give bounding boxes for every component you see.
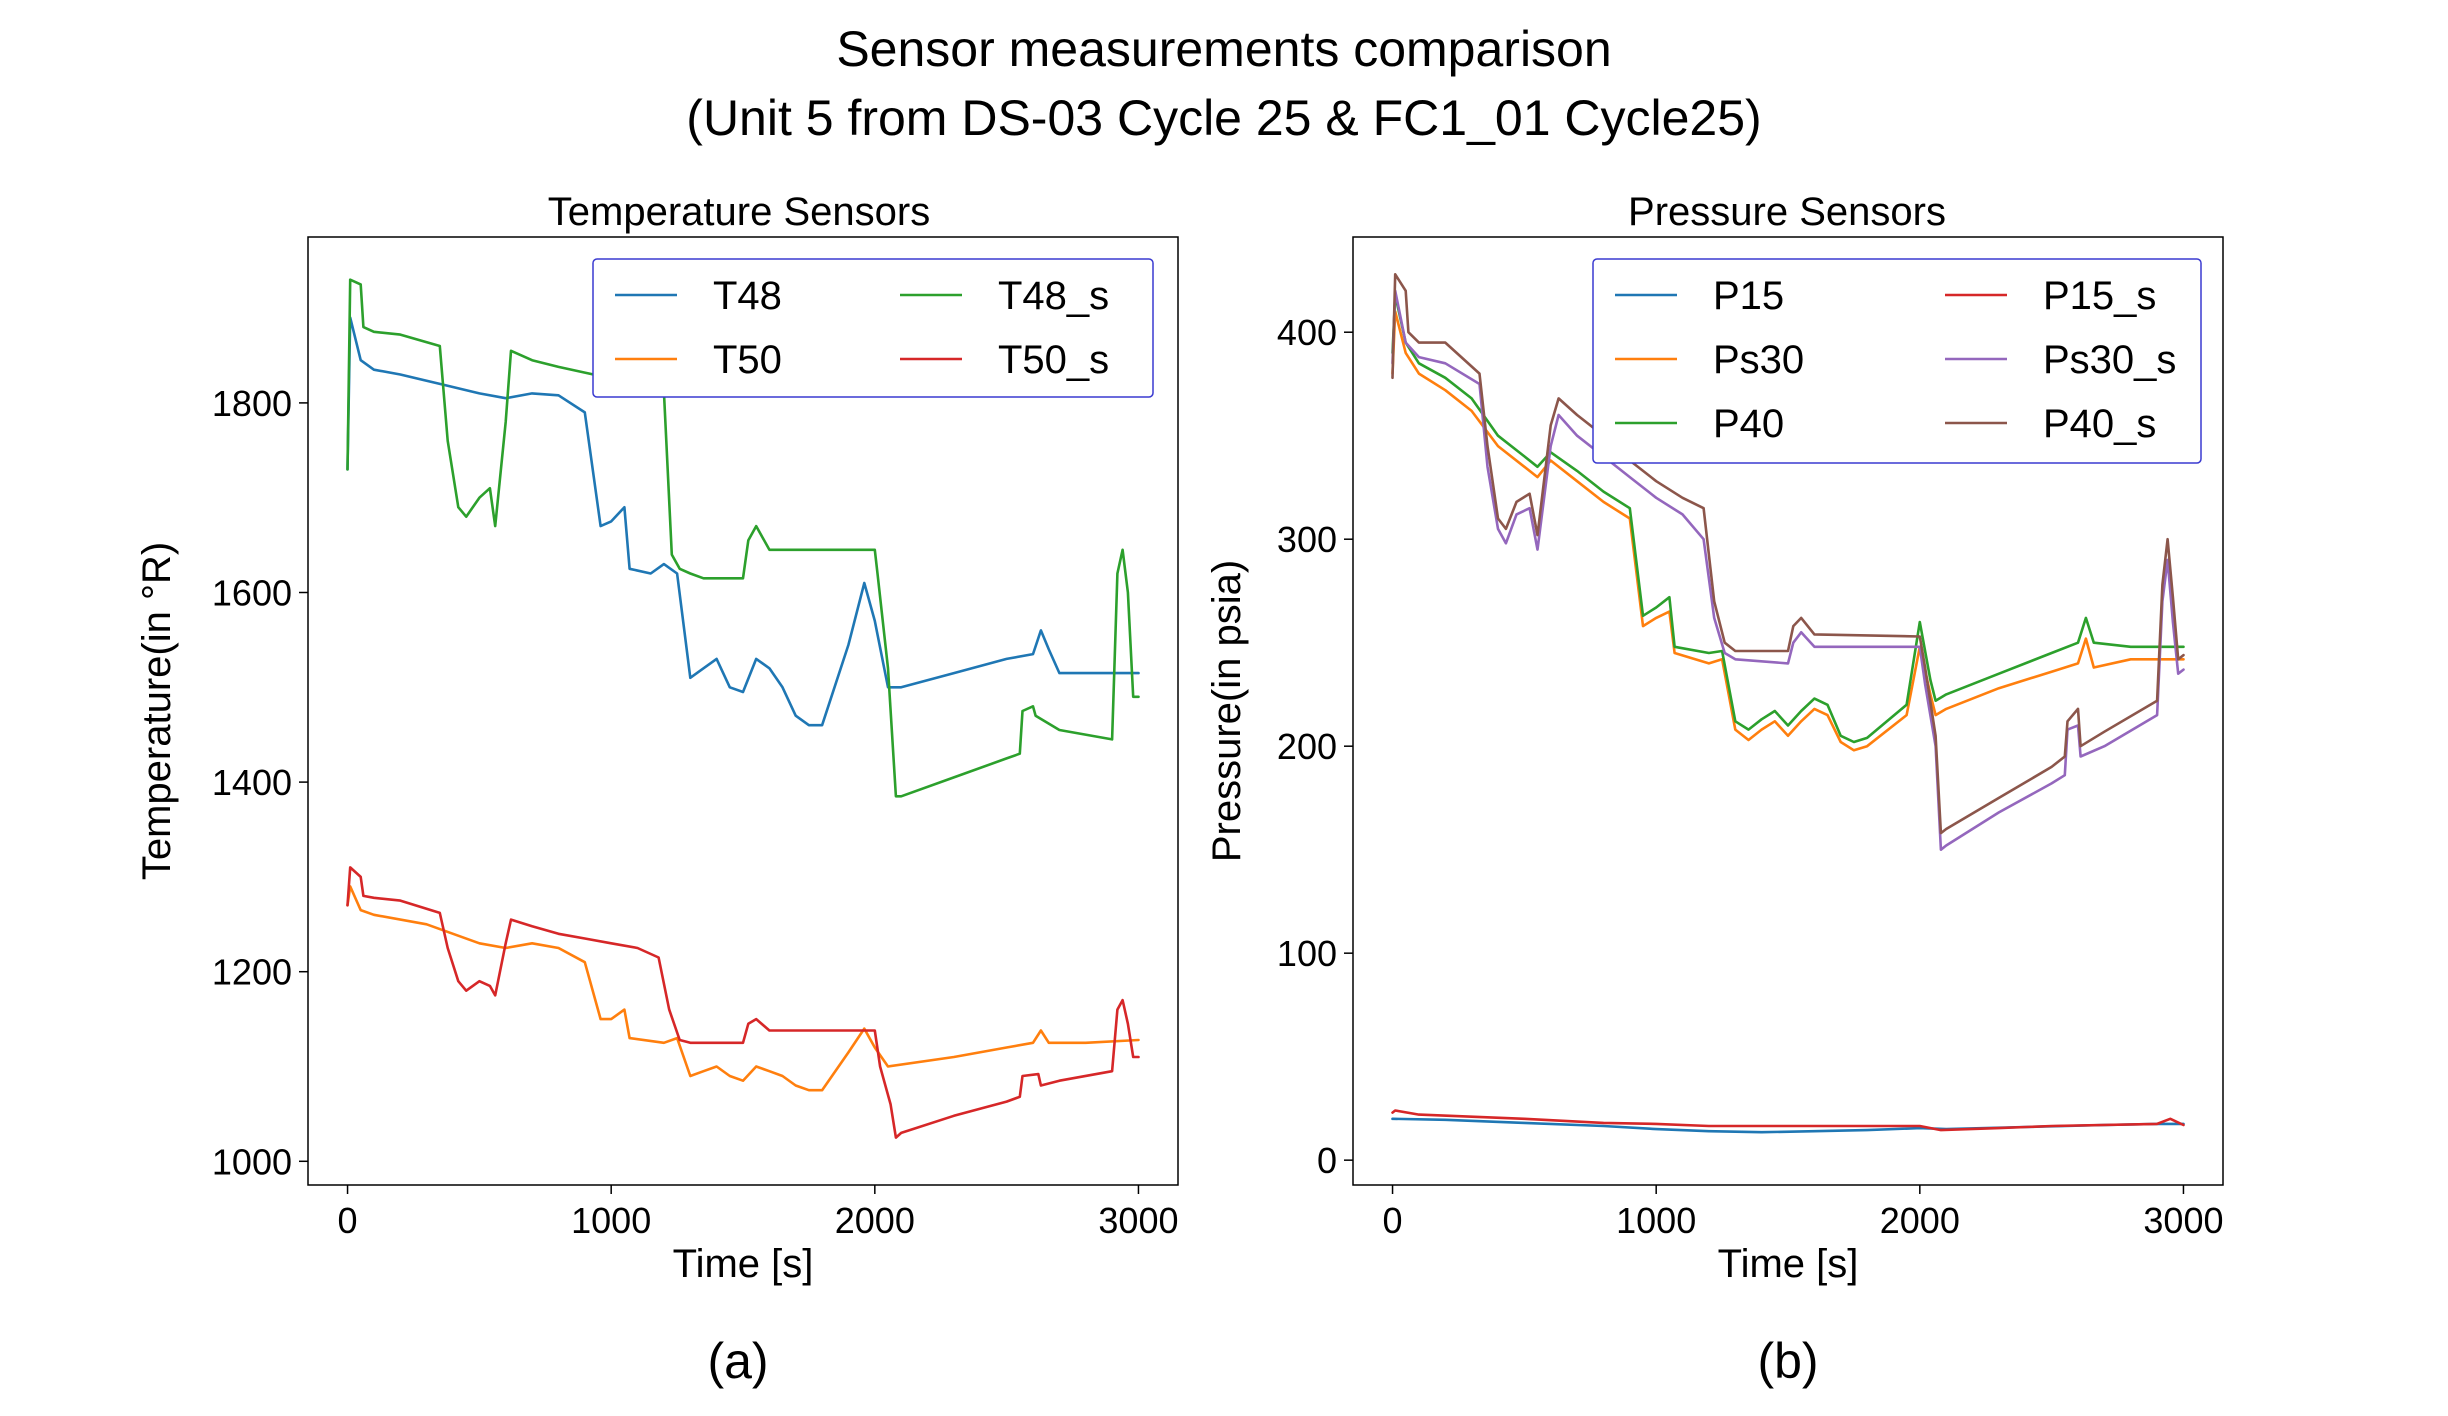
pressure-x-tick-label: 1000: [1616, 1200, 1696, 1241]
temperature-legend: T48 T50 T48_s T50_s: [592, 258, 1154, 398]
temperature-legend-box: [592, 258, 1154, 398]
pressure-y-tick-label: 300: [1277, 519, 1337, 560]
pressure-chart-title: Pressure Sensors: [1628, 190, 1946, 234]
temperature-chart-title: Temperature Sensors: [548, 190, 930, 234]
temperature-series-t50-line: [346, 885, 1140, 1092]
pressure-legend-label-p40: P40: [1713, 402, 1784, 446]
pressure-legend: P15 Ps30 P40 P15_s Ps30_s P40_s: [1592, 258, 2202, 464]
temperature-plot-frame: [307, 236, 1179, 1186]
temperature-chart: Temperature Sensors 0 1000 2000 3000 1000 120…: [135, 190, 1179, 1286]
temperature-legend-label-t48-s: T48_s: [998, 274, 1109, 318]
temperature-x-tick-label: 3000: [1098, 1200, 1178, 1241]
temperature-legend-label-t48: T48: [713, 274, 782, 318]
pressure-y-tick-label: 100: [1277, 933, 1337, 974]
pressure-legend-box: [1592, 258, 2202, 464]
temperature-legend-label-t50: T50: [713, 338, 782, 382]
temperature-y-tick-label: 1000: [212, 1141, 292, 1182]
pressure-plot-frame: [1352, 236, 2224, 1186]
suptitle-line2: (Unit 5 from DS-03 Cycle 25 & FC1_01 Cyc…: [686, 90, 1761, 146]
pressure-x-tick-label: 2000: [1880, 1200, 1960, 1241]
pressure-series-p40-line: [1391, 293, 2185, 744]
pressure-legend-label-p15-s: P15_s: [2043, 274, 2156, 318]
pressure-series-p15-s-line: [1391, 1109, 2185, 1132]
pressure-y-axis-label: Pressure(in psia): [1205, 560, 1249, 862]
subfigure-label-a: (a): [707, 1333, 768, 1389]
temperature-series-t48-line: [346, 316, 1140, 727]
suptitle-line1: Sensor measurements comparison: [836, 21, 1611, 77]
temperature-series-t50-s-line: [346, 866, 1140, 1139]
temperature-x-tick-label: 1000: [571, 1200, 651, 1241]
pressure-legend-label-ps30-s: Ps30_s: [2043, 338, 2176, 382]
temperature-x-tick-label: 0: [338, 1200, 358, 1241]
pressure-y-tick-label: 400: [1277, 312, 1337, 353]
pressure-legend-label-p15: P15: [1713, 274, 1784, 318]
temperature-y-tick-label: 1800: [212, 383, 292, 424]
pressure-series-p40-s-line: [1391, 273, 2185, 835]
pressure-x-tick-label: 0: [1383, 1200, 1403, 1241]
temperature-x-axis-label: Time [s]: [673, 1242, 814, 1286]
pressure-chart: Pressure Sensors 0 1000 2000 3000 0 100 200 300…: [1205, 190, 2224, 1286]
temperature-x-tick-label: 2000: [835, 1200, 915, 1241]
pressure-x-tick-label: 3000: [2143, 1200, 2223, 1241]
temperature-y-axis-label: Temperature(in °R): [135, 542, 179, 880]
pressure-x-axis-label: Time [s]: [1718, 1242, 1859, 1286]
temperature-y-tick-label: 1200: [212, 952, 292, 993]
pressure-legend-label-ps30: Ps30: [1713, 338, 1804, 382]
temperature-y-tick-label: 1400: [212, 762, 292, 803]
pressure-y-tick-label: 0: [1317, 1140, 1337, 1181]
temperature-series-t48-s-line: [346, 278, 1140, 798]
pressure-y-tick-label: 200: [1277, 726, 1337, 767]
temperature-legend-label-t50-s: T50_s: [998, 338, 1109, 382]
subfigure-label-b: (b): [1757, 1333, 1818, 1389]
pressure-legend-label-p40-s: P40_s: [2043, 402, 2156, 446]
temperature-y-tick-label: 1600: [212, 573, 292, 614]
pressure-series-ps30-line: [1391, 310, 2185, 752]
